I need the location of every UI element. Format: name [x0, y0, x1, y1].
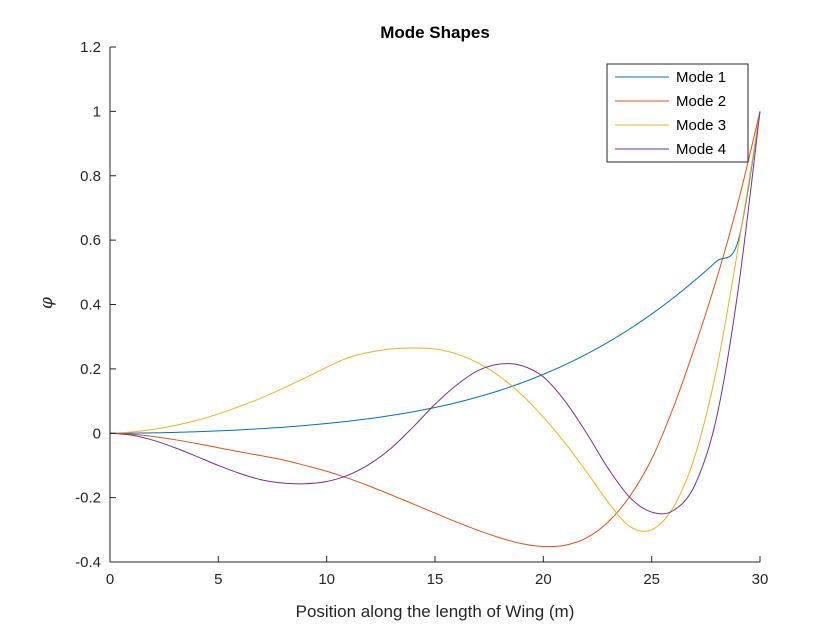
x-tick-label: 15 — [427, 571, 444, 588]
x-tick-label: 5 — [214, 571, 222, 588]
y-tick-label: -0.4 — [75, 554, 101, 571]
legend-label: Mode 2 — [676, 93, 726, 110]
x-tick-label: 10 — [318, 571, 335, 588]
y-tick-label: 0.8 — [80, 168, 101, 185]
y-tick-label: 0.4 — [80, 297, 101, 314]
series-lines — [109, 111, 761, 548]
x-tick-label: 30 — [752, 571, 769, 588]
axes: 0 5 10 15 20 25 30 -0.4 -0.2 0 0.2 0.4 0.6 0.8 1 1.2 — [75, 39, 768, 588]
x-tick-label: 25 — [643, 571, 660, 588]
legend-box — [606, 63, 749, 163]
y-tick-label: 0.6 — [80, 232, 101, 249]
series-line-mode-3 — [109, 111, 761, 532]
y-tick-label: 1 — [93, 103, 101, 120]
y-tick-label: 0.2 — [80, 361, 101, 378]
y-tick-label: -0.2 — [75, 490, 101, 507]
chart-title: Mode Shapes — [380, 23, 490, 42]
series-line-mode-2 — [109, 111, 761, 548]
legend-label: Mode 1 — [676, 69, 726, 86]
y-tick-label: 1.2 — [80, 39, 101, 56]
x-tick-label: 20 — [535, 571, 552, 588]
x-axis-label: Position along the length of Wing (m) — [296, 602, 575, 621]
series-line-mode-4 — [109, 111, 761, 515]
y-tick-label: 0 — [93, 425, 101, 442]
y-axis-label: φ — [37, 297, 57, 309]
legend: Mode 1 Mode 2 Mode 3 Mode 4 — [606, 63, 749, 163]
legend-label: Mode 4 — [676, 141, 726, 158]
legend-label: Mode 3 — [676, 117, 726, 134]
x-tick-label: 0 — [106, 571, 114, 588]
series-line-mode-1 — [109, 111, 761, 434]
